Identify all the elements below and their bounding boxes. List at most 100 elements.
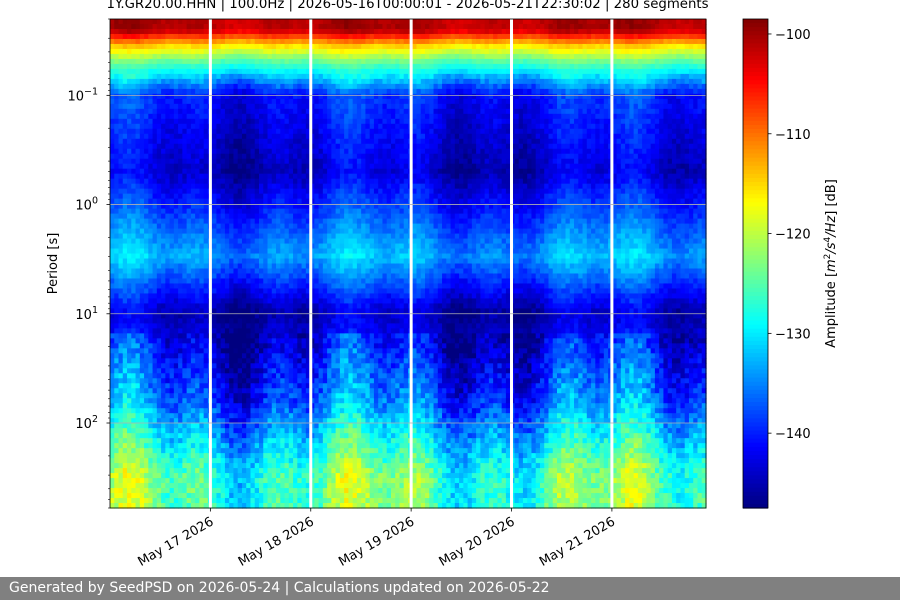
heatmap-cell bbox=[127, 168, 132, 175]
heatmap-cell bbox=[139, 498, 145, 504]
heatmap-cell bbox=[310, 493, 315, 499]
heatmap-cell bbox=[293, 283, 298, 290]
heatmap-cell bbox=[233, 423, 239, 429]
heatmap-cell bbox=[288, 293, 294, 300]
heatmap-cell bbox=[165, 403, 171, 409]
heatmap-cell bbox=[229, 163, 235, 170]
heatmap-cell bbox=[131, 223, 137, 230]
heatmap-cell bbox=[165, 173, 171, 180]
heatmap-cell bbox=[284, 293, 290, 300]
heatmap-cell bbox=[216, 88, 222, 95]
heatmap-cell bbox=[216, 33, 222, 40]
heatmap-cell bbox=[139, 148, 145, 155]
heatmap-cell bbox=[195, 318, 200, 324]
heatmap-cell bbox=[178, 208, 183, 215]
heatmap-cell bbox=[199, 318, 205, 324]
heatmap-cell bbox=[263, 278, 269, 285]
heatmap-cell bbox=[276, 433, 281, 439]
heatmap-cell bbox=[156, 443, 162, 449]
heatmap-cell bbox=[178, 213, 183, 220]
heatmap-cell bbox=[173, 493, 179, 499]
heatmap-cell bbox=[122, 323, 128, 329]
heatmap-cell bbox=[156, 123, 162, 130]
heatmap-cell bbox=[237, 453, 243, 459]
heatmap-cell bbox=[293, 278, 298, 285]
heatmap-cell bbox=[233, 133, 239, 140]
heatmap-cell bbox=[190, 398, 196, 404]
heatmap-cell bbox=[156, 223, 162, 230]
heatmap-cell bbox=[229, 478, 235, 484]
heatmap-cell bbox=[195, 338, 200, 344]
heatmap-cell bbox=[250, 333, 256, 339]
heatmap-cell bbox=[220, 208, 226, 215]
heatmap-cell bbox=[139, 318, 145, 324]
heatmap-cell bbox=[254, 493, 260, 499]
heatmap-cell bbox=[229, 168, 235, 175]
heatmap-cell bbox=[203, 493, 209, 499]
heatmap-cell bbox=[216, 138, 222, 145]
heatmap-cell bbox=[280, 218, 286, 225]
heatmap-cell bbox=[280, 213, 286, 220]
heatmap-cell bbox=[314, 103, 320, 110]
heatmap-cell bbox=[241, 468, 247, 474]
heatmap-cell bbox=[114, 28, 120, 35]
heatmap-cell bbox=[165, 88, 171, 95]
heatmap-cell bbox=[246, 293, 252, 300]
heatmap-cell bbox=[297, 238, 303, 245]
heatmap-cell bbox=[224, 243, 230, 250]
heatmap-cell bbox=[322, 463, 328, 469]
heatmap-cell bbox=[169, 368, 175, 374]
heatmap-cell bbox=[259, 383, 264, 389]
heatmap-cell bbox=[131, 98, 137, 105]
heatmap-cell bbox=[322, 58, 328, 65]
heatmap-cell bbox=[263, 498, 269, 504]
heatmap-cell bbox=[220, 278, 226, 285]
heatmap-cell bbox=[288, 23, 294, 30]
heatmap-cell bbox=[212, 293, 218, 300]
heatmap-cell bbox=[246, 478, 252, 484]
heatmap-cell bbox=[135, 458, 141, 464]
heatmap-cell bbox=[195, 468, 200, 474]
heatmap-cell bbox=[310, 498, 315, 504]
heatmap-cell bbox=[220, 313, 226, 319]
heatmap-cell bbox=[131, 363, 137, 369]
heatmap-cell bbox=[122, 488, 128, 494]
heatmap-cell bbox=[254, 19, 260, 25]
heatmap-cell bbox=[288, 318, 294, 324]
heatmap-cell bbox=[156, 343, 162, 349]
heatmap-cell bbox=[271, 428, 277, 434]
heatmap-cell bbox=[284, 178, 290, 185]
heatmap-cell bbox=[224, 348, 230, 354]
heatmap-cell bbox=[182, 468, 188, 474]
heatmap-cell bbox=[139, 228, 145, 235]
heatmap-cell bbox=[182, 48, 188, 55]
heatmap-cell bbox=[224, 188, 230, 195]
heatmap-cell bbox=[263, 53, 269, 60]
heatmap-cell bbox=[139, 408, 145, 414]
heatmap-cell bbox=[288, 258, 294, 265]
heatmap-cell bbox=[135, 408, 141, 414]
heatmap-cell bbox=[131, 323, 137, 329]
heatmap-cell bbox=[276, 98, 281, 105]
heatmap-cell bbox=[199, 458, 205, 464]
heatmap-cell bbox=[127, 308, 132, 314]
heatmap-cell bbox=[148, 58, 154, 65]
heatmap-cell bbox=[114, 378, 120, 384]
heatmap-cell bbox=[241, 148, 247, 155]
heatmap-cell bbox=[114, 233, 120, 240]
heatmap-cell bbox=[271, 328, 277, 334]
heatmap-cell bbox=[284, 318, 290, 324]
heatmap-cell bbox=[122, 328, 128, 334]
heatmap-cell bbox=[216, 73, 222, 80]
heatmap-cell bbox=[288, 68, 294, 75]
heatmap-cell bbox=[212, 173, 218, 180]
heatmap-cell bbox=[284, 488, 290, 494]
heatmap-cell bbox=[267, 188, 273, 195]
heatmap-cell bbox=[246, 203, 252, 210]
heatmap-cell bbox=[190, 358, 196, 364]
heatmap-cell bbox=[237, 378, 243, 384]
heatmap-cell bbox=[250, 108, 256, 115]
heatmap-cell bbox=[161, 53, 166, 60]
heatmap-cell bbox=[305, 203, 311, 210]
heatmap-cell bbox=[190, 313, 196, 319]
